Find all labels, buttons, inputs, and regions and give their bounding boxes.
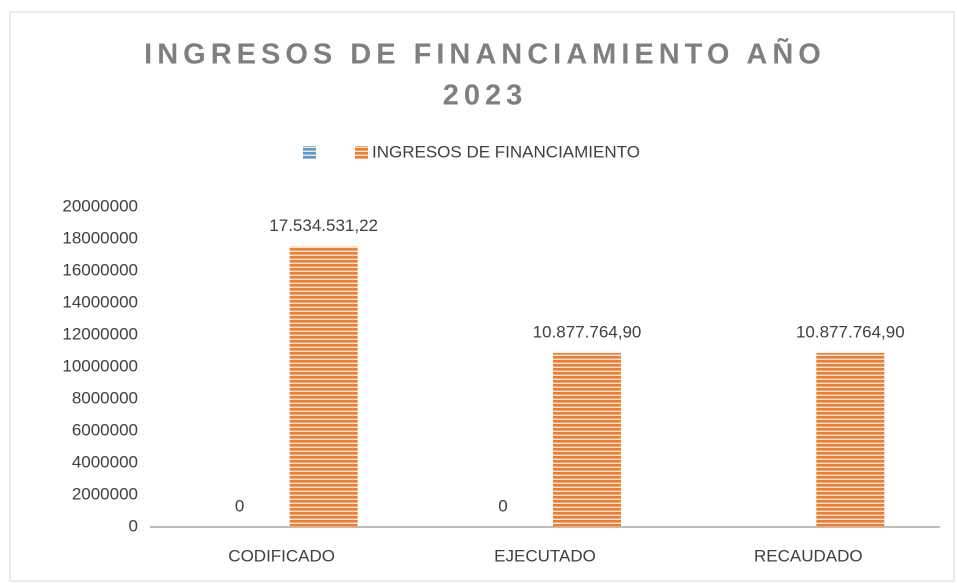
- data-label: 10.877.764,90: [796, 322, 905, 341]
- y-tick-label: 16000000: [62, 260, 138, 279]
- bar: [553, 352, 621, 527]
- bar: [816, 352, 885, 527]
- y-tick-label: 18000000: [62, 228, 138, 247]
- x-tick-label: RECAUDADO: [754, 546, 863, 565]
- chart-title: 2023: [443, 80, 528, 112]
- y-tick-label: 4000000: [72, 452, 138, 471]
- y-tick-label: 6000000: [72, 420, 138, 439]
- y-tick-label: 2000000: [72, 484, 138, 503]
- y-tick-label: 10000000: [62, 356, 138, 375]
- y-tick-label: 8000000: [72, 388, 138, 407]
- legend-swatch: [303, 146, 316, 159]
- x-tick-label: EJECUTADO: [494, 546, 596, 565]
- data-label: 10.877.764,90: [533, 322, 642, 341]
- x-tick-label: CODIFICADO: [228, 546, 335, 565]
- y-tick-label: 0: [129, 516, 138, 535]
- chart-frame: [9, 11, 955, 582]
- legend-label: INGRESOS DE FINANCIAMIENTO: [372, 142, 640, 161]
- y-tick-label: 14000000: [62, 292, 138, 311]
- bar: [289, 246, 358, 527]
- y-tick-label: 12000000: [62, 324, 138, 343]
- chart-title: INGRESOS DE FINANCIAMIENTO AÑO: [144, 37, 826, 71]
- legend-swatch: [355, 146, 368, 159]
- data-label: 0: [498, 496, 507, 515]
- data-label: 17.534.531,22: [269, 216, 378, 235]
- y-tick-label: 20000000: [62, 196, 138, 215]
- data-label: 0: [235, 496, 244, 515]
